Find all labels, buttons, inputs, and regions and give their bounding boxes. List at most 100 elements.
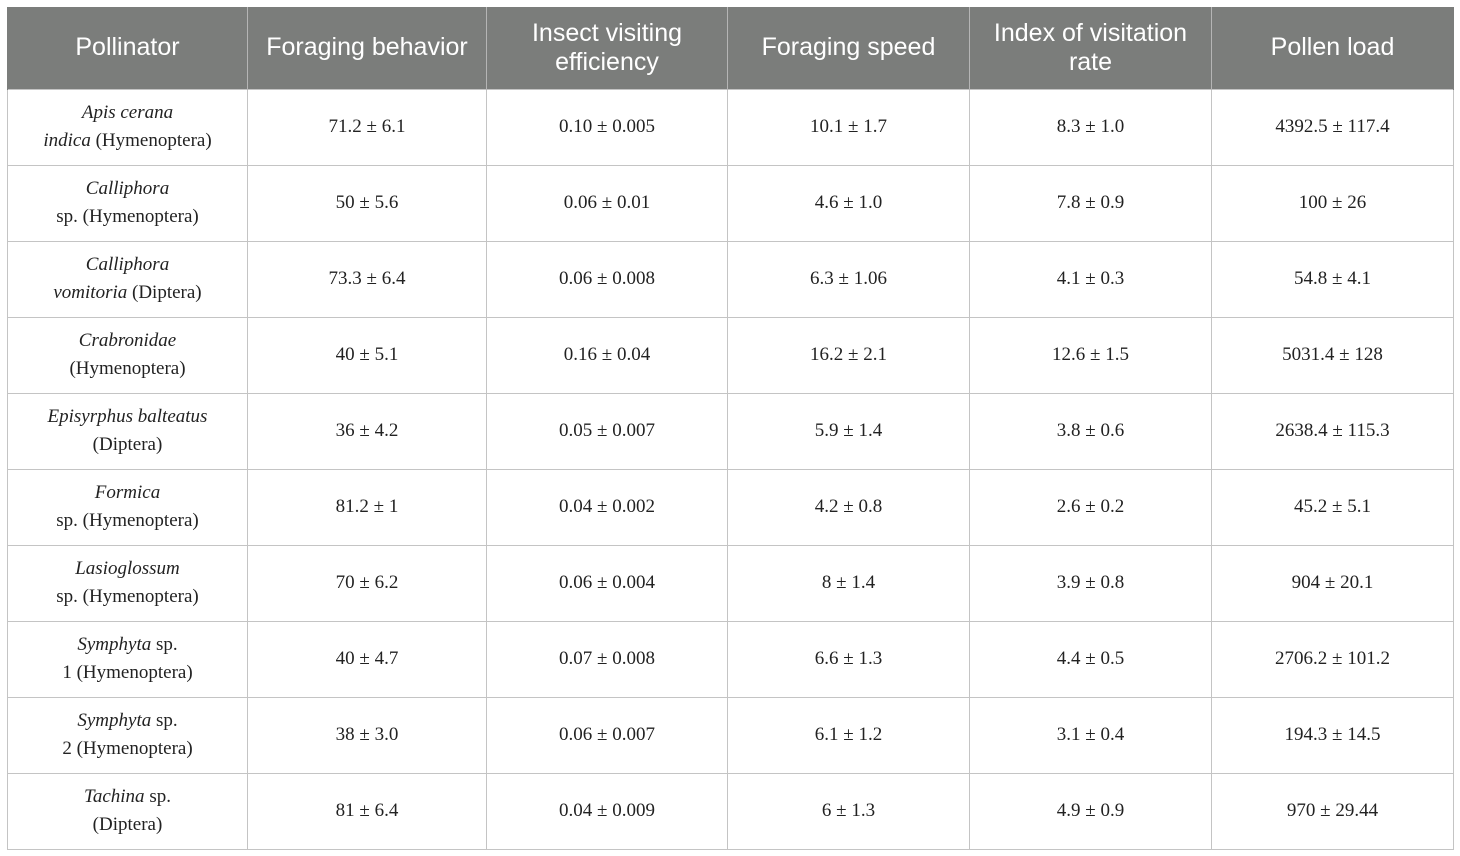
pollen-load-cell: 2706.2 ± 101.2 [1211,620,1454,698]
foraging-behavior-cell: 73.3 ± 6.4 [247,240,487,318]
table-body: Apis cerana indica (Hymenoptera) 71.2 ± 6.… [7,88,1454,850]
pollinator-name-italic: Tachina [84,786,145,807]
pollen-load-cell: 904 ± 20.1 [1211,544,1454,622]
pollen-load-cell: 100 ± 26 [1211,164,1454,242]
pollen-load-cell: 45.2 ± 5.1 [1211,468,1454,546]
visiting-efficiency-cell: 0.04 ± 0.009 [486,772,728,850]
pollen-load-cell: 194.3 ± 14.5 [1211,696,1454,774]
table-row: Formica sp. (Hymenoptera) 81.2 ± 1 0.04 ± 0… [7,468,1454,546]
visiting-efficiency-cell: 0.10 ± 0.005 [486,88,728,166]
visiting-efficiency-cell: 0.06 ± 0.008 [486,240,728,318]
pollen-load-cell: 5031.4 ± 128 [1211,316,1454,394]
visitation-rate-cell: 12.6 ± 1.5 [969,316,1212,394]
foraging-speed-cell: 6.1 ± 1.2 [727,696,970,774]
header-row: Pollinator Foraging behavior Insect visi… [7,7,1454,89]
pollinator-name-plain: sp. [151,634,178,655]
pollinator-name-italic: Formica [94,482,161,503]
foraging-speed-cell: 6.6 ± 1.3 [727,620,970,698]
pollinator-name-cell: Episyrphus balteatus (Diptera) [7,392,248,470]
foraging-speed-cell: 8 ± 1.4 [727,544,970,622]
pollinator-name-plain: sp. [144,786,171,807]
pollinator-name-plain: sp. (Hymenoptera) [56,206,199,227]
visiting-efficiency-cell: 0.06 ± 0.007 [486,696,728,774]
table-row: Calliphora vomitoria (Diptera) 73.3 ± 6.4 0… [7,240,1454,318]
visiting-efficiency-cell: 0.07 ± 0.008 [486,620,728,698]
visitation-rate-cell: 3.9 ± 0.8 [969,544,1212,622]
table-row: Symphyta sp. 1 (Hymenoptera) 40 ± 4.7 0.07 … [7,620,1454,698]
table-row: Tachina sp. (Diptera) 81 ± 6.4 0.04 ± 0.009… [7,772,1454,850]
foraging-speed-cell: 6 ± 1.3 [727,772,970,850]
foraging-speed-cell: 16.2 ± 2.1 [727,316,970,394]
pollinator-name-italic: Calliphora [85,178,170,199]
visitation-rate-cell: 3.1 ± 0.4 [969,696,1212,774]
foraging-speed-cell: 4.2 ± 0.8 [727,468,970,546]
pollinator-name-italic: Symphyta [77,710,152,731]
foraging-behavior-cell: 40 ± 4.7 [247,620,487,698]
header-pollinator: Pollinator [7,7,248,89]
pollinator-name-cell: Symphyta sp. 2 (Hymenoptera) [7,696,248,774]
visiting-efficiency-cell: 0.16 ± 0.04 [486,316,728,394]
pollinator-name-plain: (Diptera) [92,434,163,455]
foraging-speed-cell: 10.1 ± 1.7 [727,88,970,166]
table-header: Pollinator Foraging behavior Insect visi… [7,7,1454,89]
pollinator-table-container: Pollinator Foraging behavior Insect visi… [7,7,1454,850]
pollinator-name-cell: Calliphora vomitoria (Diptera) [7,240,248,318]
table-row: Crabronidae (Hymenoptera) 40 ± 5.1 0.16 ± 0… [7,316,1454,394]
pollinator-name-plain: (Diptera) [92,814,163,835]
pollinator-name-italic: Calliphora [85,254,170,275]
pollinator-name-plain: (Hymenoptera) [69,358,186,379]
foraging-behavior-cell: 38 ± 3.0 [247,696,487,774]
visiting-efficiency-cell: 0.06 ± 0.01 [486,164,728,242]
pollinator-table: Pollinator Foraging behavior Insect visi… [7,7,1454,850]
visitation-rate-cell: 4.4 ± 0.5 [969,620,1212,698]
visiting-efficiency-cell: 0.06 ± 0.004 [486,544,728,622]
foraging-speed-cell: 6.3 ± 1.06 [727,240,970,318]
visiting-efficiency-cell: 0.05 ± 0.007 [486,392,728,470]
visitation-rate-cell: 7.8 ± 0.9 [969,164,1212,242]
pollinator-name-plain: 2 (Hymenoptera) [62,738,193,759]
pollinator-name-italic: Apis cerana [81,102,174,123]
visitation-rate-cell: 2.6 ± 0.2 [969,468,1212,546]
table-row: Lasioglossum sp. (Hymenoptera) 70 ± 6.2 0.0… [7,544,1454,622]
pollinator-name-plain: sp. (Hymenoptera) [56,510,199,531]
header-index-of-visitation-rate: Index of visitation rate [969,7,1212,89]
pollen-load-cell: 54.8 ± 4.1 [1211,240,1454,318]
pollen-load-cell: 4392.5 ± 117.4 [1211,88,1454,166]
pollinator-name-italic: Episyrphus balteatus [47,406,208,427]
pollinator-name-italic: vomitoria [53,282,128,303]
visitation-rate-cell: 4.1 ± 0.3 [969,240,1212,318]
pollinator-name-italic: Crabronidae [78,330,177,351]
pollinator-name-italic: indica [43,130,91,151]
foraging-behavior-cell: 50 ± 5.6 [247,164,487,242]
table-row: Apis cerana indica (Hymenoptera) 71.2 ± 6.… [7,88,1454,166]
foraging-behavior-cell: 70 ± 6.2 [247,544,487,622]
pollinator-name-plain: sp. [151,710,178,731]
header-insect-visiting-efficiency: Insect visiting efficiency [486,7,728,89]
pollinator-name-cell: Crabronidae (Hymenoptera) [7,316,248,394]
pollinator-name-cell: Apis cerana indica (Hymenoptera) [7,88,248,166]
pollinator-name-cell: Tachina sp. (Diptera) [7,772,248,850]
table-row: Calliphora sp. (Hymenoptera) 50 ± 5.6 0.06 … [7,164,1454,242]
header-foraging-behavior: Foraging behavior [247,7,487,89]
pollinator-name-cell: Lasioglossum sp. (Hymenoptera) [7,544,248,622]
visitation-rate-cell: 3.8 ± 0.6 [969,392,1212,470]
pollinator-name-italic: Lasioglossum [75,558,180,579]
pollinator-name-plain: 1 (Hymenoptera) [62,662,193,683]
pollinator-name-cell: Symphyta sp. 1 (Hymenoptera) [7,620,248,698]
foraging-speed-cell: 4.6 ± 1.0 [727,164,970,242]
foraging-behavior-cell: 81 ± 6.4 [247,772,487,850]
header-pollen-load: Pollen load [1211,7,1454,89]
pollinator-name-plain: (Hymenoptera) [90,130,212,151]
pollen-load-cell: 2638.4 ± 115.3 [1211,392,1454,470]
visitation-rate-cell: 4.9 ± 0.9 [969,772,1212,850]
pollen-load-cell: 970 ± 29.44 [1211,772,1454,850]
foraging-speed-cell: 5.9 ± 1.4 [727,392,970,470]
foraging-behavior-cell: 40 ± 5.1 [247,316,487,394]
pollinator-name-italic: Symphyta [77,634,152,655]
table-row: Episyrphus balteatus (Diptera) 36 ± 4.2 0.0… [7,392,1454,470]
header-foraging-speed: Foraging speed [727,7,970,89]
pollinator-name-cell: Calliphora sp. (Hymenoptera) [7,164,248,242]
visiting-efficiency-cell: 0.04 ± 0.002 [486,468,728,546]
foraging-behavior-cell: 81.2 ± 1 [247,468,487,546]
foraging-behavior-cell: 71.2 ± 6.1 [247,88,487,166]
